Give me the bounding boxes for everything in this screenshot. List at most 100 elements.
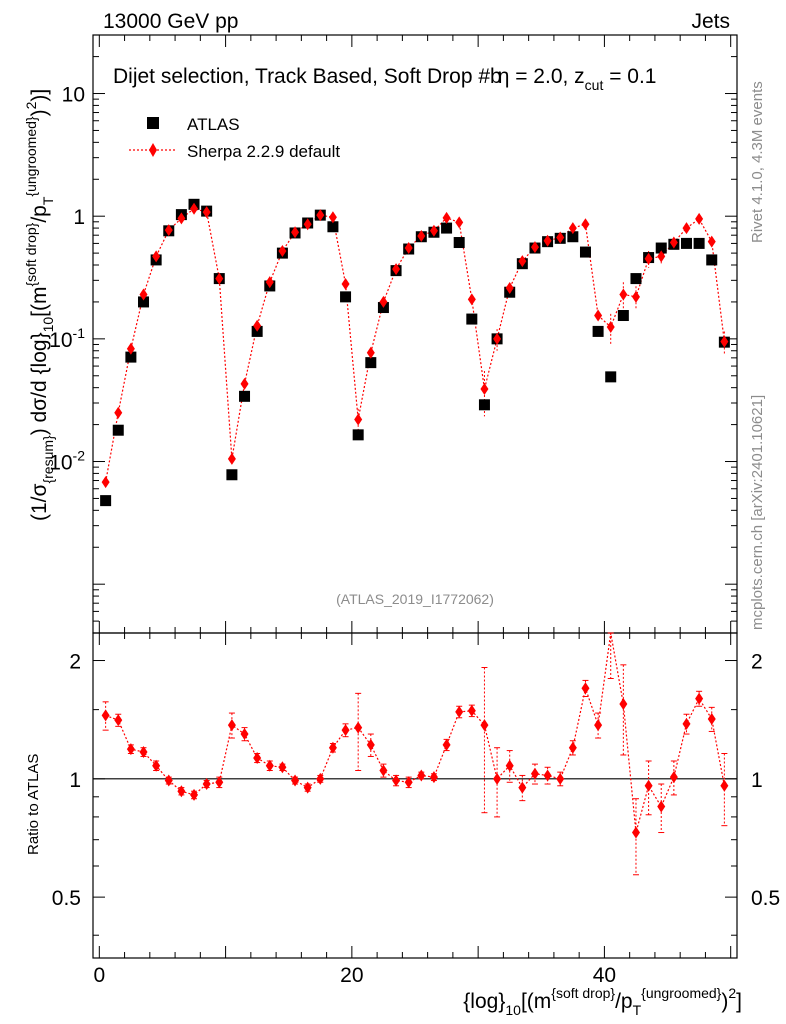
sherpa-point [316,209,325,222]
sherpa-point [657,250,666,263]
sherpa-point [505,281,514,294]
ratio-point [530,767,539,780]
sherpa-point [379,295,388,308]
sherpa-point [682,222,691,235]
sherpa-point [227,452,236,465]
ratio-plot-frame [92,632,738,959]
ratio-y-tick-label-2: 2 [69,651,81,674]
sherpa-point [354,413,363,426]
sherpa-point [556,231,565,244]
sherpa-point [164,224,173,237]
ratio-point [101,709,110,722]
atlas-point [478,399,490,411]
ratio-point [707,712,716,725]
rivet-version-label: Rivet 4.1.0, 4.3M events [749,81,766,243]
sherpa-point [265,276,274,289]
header-energy-label: 13000 GeV pp [103,10,238,33]
sherpa-point [695,212,704,225]
ratio-point [480,719,489,732]
atlas-point [579,246,591,258]
ratio-markers-layer [101,682,729,839]
ratio-y-tick-label-right-0-5: 0.5 [751,887,780,910]
atlas-point [605,371,617,383]
atlas-point [617,310,629,322]
sherpa-point [101,476,110,489]
ratio-point [114,714,123,727]
sherpa-markers-layer [101,202,729,489]
ratio-point [328,741,337,754]
legend-atlas-label: ATLAS [187,115,240,134]
atlas-point [138,296,150,308]
atlas-point [327,221,339,233]
atlas-point [693,237,705,249]
ratio-point [164,774,173,787]
ratio-point [379,764,388,777]
sherpa-point [442,211,451,224]
ratio-point [644,779,653,792]
ratio-point [190,788,199,801]
atlas-point [441,222,453,234]
ratio-y-axis-label: Ratio to ATLAS [25,754,42,855]
ratio-y-ticks [93,660,737,936]
ratio-errorbar-layer [102,632,728,876]
sherpa-point [594,309,603,322]
atlas-point [466,313,478,325]
sherpa-point [707,235,716,248]
legend-atlas-marker [147,117,159,129]
ratio-point [291,774,300,787]
sherpa-point [455,216,464,229]
sherpa-point [480,383,489,396]
ratio-point [669,771,678,784]
atlas-point [352,429,364,441]
ratio-point [429,771,438,784]
ratio-point [404,776,413,789]
ratio-point [720,779,729,792]
sherpa-point [417,229,426,242]
y-tick-label-1e-1: 10-1 [49,325,85,352]
mcplots-label: mcplots.cern.ch [arXiv:2401.10621] [749,395,766,630]
ratio-point [278,761,287,774]
header-process-label: Jets [691,10,730,33]
sherpa-point [177,212,186,225]
ratio-point [631,826,640,839]
atlas-point [100,495,112,507]
ratio-point [556,772,565,785]
sherpa-errorbar-layer [105,207,725,487]
atlas-point [340,291,352,303]
legend-sherpa-label: Sherpa 2.2.9 default [187,142,340,161]
ratio-line-layer [105,632,725,833]
atlas-point [365,357,377,369]
main-y-ticks [93,34,737,634]
sherpa-point [215,272,224,285]
ratio-point [152,759,161,772]
sherpa-point [190,202,199,215]
sherpa-point [152,250,161,263]
ratio-x-ticks [98,633,732,958]
atlas-point [567,231,579,243]
y-tick-label-1e-2: 10-2 [49,448,85,475]
atlas-point [680,237,692,249]
sherpa-point [631,290,640,303]
atlas-point [592,325,604,337]
ratio-point [202,778,211,791]
atlas-point [112,424,124,436]
y-tick-label-1: 1 [73,206,85,229]
legend-sherpa-marker [149,143,157,157]
sherpa-point [543,234,552,247]
x-tick-label-40: 40 [593,964,616,987]
analysis-tag: (ATLAS_2019_I1772062) [336,591,494,607]
main-x-ticks [98,35,732,633]
ratio-point [619,698,628,711]
ratio-point [126,743,135,756]
ratio-point [316,772,325,785]
ratio-point [455,705,464,718]
atlas-point [655,242,667,254]
ratio-point [303,781,312,794]
sherpa-point [518,255,527,268]
ratio-point [366,738,375,751]
ratio-point [467,704,476,717]
sherpa-point [366,346,375,359]
ratio-point [505,759,514,772]
ratio-point [594,719,603,732]
sherpa-point [619,288,628,301]
